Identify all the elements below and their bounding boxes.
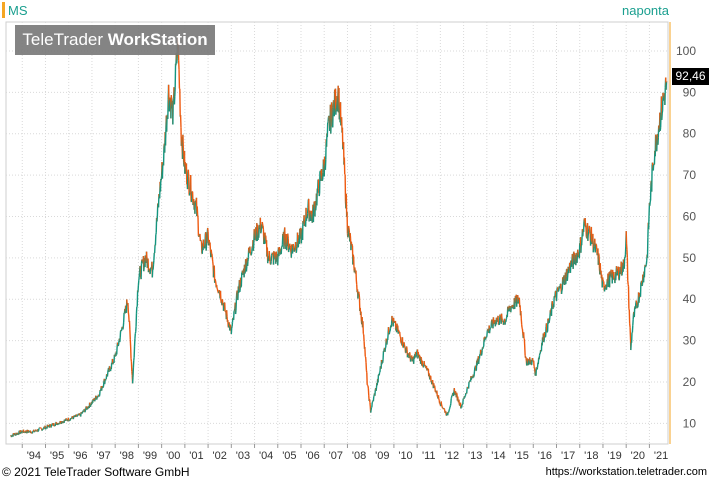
y-tick-label: 10 xyxy=(683,416,697,430)
x-tick-label: '99 xyxy=(143,450,157,462)
x-tick-label: '19 xyxy=(607,450,621,462)
symbol-label: MS xyxy=(8,3,28,18)
y-tick-label: 70 xyxy=(683,168,697,182)
x-tick-label: '07 xyxy=(329,450,343,462)
watermark-brand-bold: WorkStation xyxy=(107,30,208,49)
footer-url[interactable]: https://workstation.teletrader.com xyxy=(545,466,707,478)
x-tick-label: '16 xyxy=(538,450,552,462)
x-tick-label: '97 xyxy=(96,450,110,462)
y-tick-label: 40 xyxy=(683,292,697,306)
symbol-marker xyxy=(2,2,5,18)
y-tick-label: 100 xyxy=(676,44,696,58)
x-tick-label: '18 xyxy=(584,450,598,462)
x-tick-label: '04 xyxy=(259,450,273,462)
y-tick-label: 50 xyxy=(683,251,697,265)
x-tick-label: '10 xyxy=(398,450,412,462)
x-tick-label: '94 xyxy=(27,450,41,462)
plot-frame xyxy=(5,21,669,445)
x-tick-label: '06 xyxy=(305,450,319,462)
watermark-brand-light: TeleTrader xyxy=(22,30,104,49)
x-tick-label: '00 xyxy=(166,450,180,462)
x-tick-label: '01 xyxy=(189,450,203,462)
period-label[interactable]: naponta xyxy=(622,3,669,18)
x-tick-label: '08 xyxy=(352,450,366,462)
x-tick-label: '20 xyxy=(631,450,645,462)
x-tick-label: '03 xyxy=(236,450,250,462)
y-tick-label: 60 xyxy=(683,209,697,223)
last-price-badge: 92,46 xyxy=(672,68,709,85)
x-tick-label: '14 xyxy=(491,450,505,462)
x-tick-label: '15 xyxy=(514,450,528,462)
x-tick-label: '09 xyxy=(375,450,389,462)
x-tick-label: '96 xyxy=(73,450,87,462)
y-tick-label: 80 xyxy=(683,127,697,141)
x-tick-label: '12 xyxy=(445,450,459,462)
y-tick-label: 90 xyxy=(683,85,697,99)
x-tick-label: '11 xyxy=(422,450,436,462)
x-tick-label: '17 xyxy=(561,450,575,462)
y-tick-label: 30 xyxy=(683,334,697,348)
x-tick-label: '98 xyxy=(120,450,134,462)
watermark-logo: TeleTrader WorkStation xyxy=(15,25,215,55)
x-tick-label: '02 xyxy=(213,450,227,462)
copyright-text: © 2021 TeleTrader Software GmbH xyxy=(2,465,190,479)
x-tick-label: '05 xyxy=(282,450,296,462)
x-tick-label: '95 xyxy=(50,450,64,462)
x-tick-label: '21 xyxy=(654,450,668,462)
x-tick-label: '13 xyxy=(468,450,482,462)
y-tick-label: 20 xyxy=(683,375,697,389)
